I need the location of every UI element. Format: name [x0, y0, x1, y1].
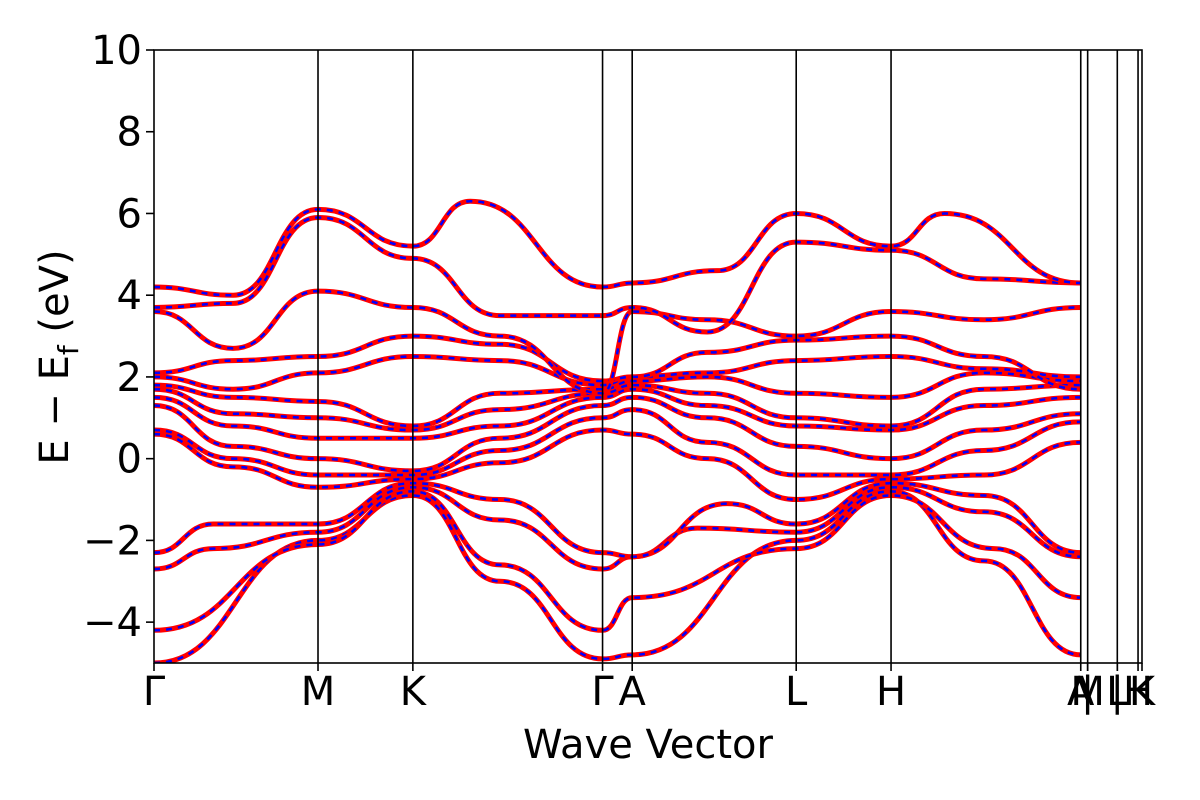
x-tick-label: A — [619, 669, 647, 715]
band-line-dashed-14 — [154, 199, 1081, 297]
x-tick-label: Γ — [143, 669, 166, 715]
high-symmetry-lines — [317, 50, 1139, 663]
x-tick-label: Γ — [591, 669, 614, 715]
x-tick-label: M — [1070, 669, 1105, 715]
y-tick-label: 10 — [91, 28, 142, 74]
band-line-dashed-7 — [154, 387, 1081, 440]
y-tick-label: 6 — [117, 191, 142, 237]
plot-frame — [153, 49, 1143, 664]
y-axis-title: E − Ef (eV) — [32, 249, 85, 464]
band-line-14 — [154, 198, 1081, 298]
x-tick-label: K — [1129, 669, 1157, 715]
x-axis-title: Wave Vector — [523, 722, 774, 768]
x-tick-label: | — [1111, 669, 1124, 715]
band-line-dashed-13 — [154, 216, 1081, 334]
band-line-dashed-0 — [154, 490, 1081, 663]
band-line-dashed-2 — [154, 486, 1081, 571]
y-axis-title-unit: (eV) — [32, 249, 78, 345]
x-tick-label: H — [876, 669, 906, 715]
x-tick-label: L — [785, 669, 808, 715]
x-axis-ticks: Γ M K Γ A L H AM| L|HK — [143, 663, 1157, 715]
y-tick-label: −4 — [83, 600, 142, 646]
y-axis-title-main: E − E — [32, 355, 78, 465]
band-line-dashed-1 — [154, 490, 1081, 632]
x-tick-label: M — [301, 669, 336, 715]
y-tick-label: 8 — [117, 110, 142, 156]
band-line-dashed-10 — [154, 355, 1081, 391]
band-line-dashed-9 — [154, 371, 1081, 428]
x-tick-label: | — [1081, 669, 1094, 715]
band-line-11 — [154, 333, 1081, 392]
x-tick-label: K — [400, 669, 428, 715]
x-tick-label: H — [1123, 669, 1153, 715]
band-line-0 — [154, 488, 1081, 663]
y-tick-label: 2 — [117, 355, 142, 401]
x-tick-label: L — [1106, 669, 1129, 715]
y-tick-label: −2 — [83, 518, 142, 564]
band-line-dashed-5 — [154, 408, 1081, 477]
band-lines — [154, 198, 1081, 663]
y-tick-label: 4 — [117, 273, 142, 319]
band-line-dashed-8 — [154, 383, 1081, 432]
band-line-dashed-6 — [154, 396, 1081, 473]
y-tick-label: 0 — [117, 437, 142, 483]
band-line-dashed-12 — [154, 289, 1081, 395]
y-axis-ticks: −4 −2 0 2 4 6 8 10 — [83, 28, 154, 646]
band-line-dashed-4 — [154, 428, 1081, 501]
y-axis-title-subscript: f — [52, 344, 85, 355]
band-line-8 — [154, 382, 1081, 433]
x-tick-label: A — [1067, 669, 1095, 715]
